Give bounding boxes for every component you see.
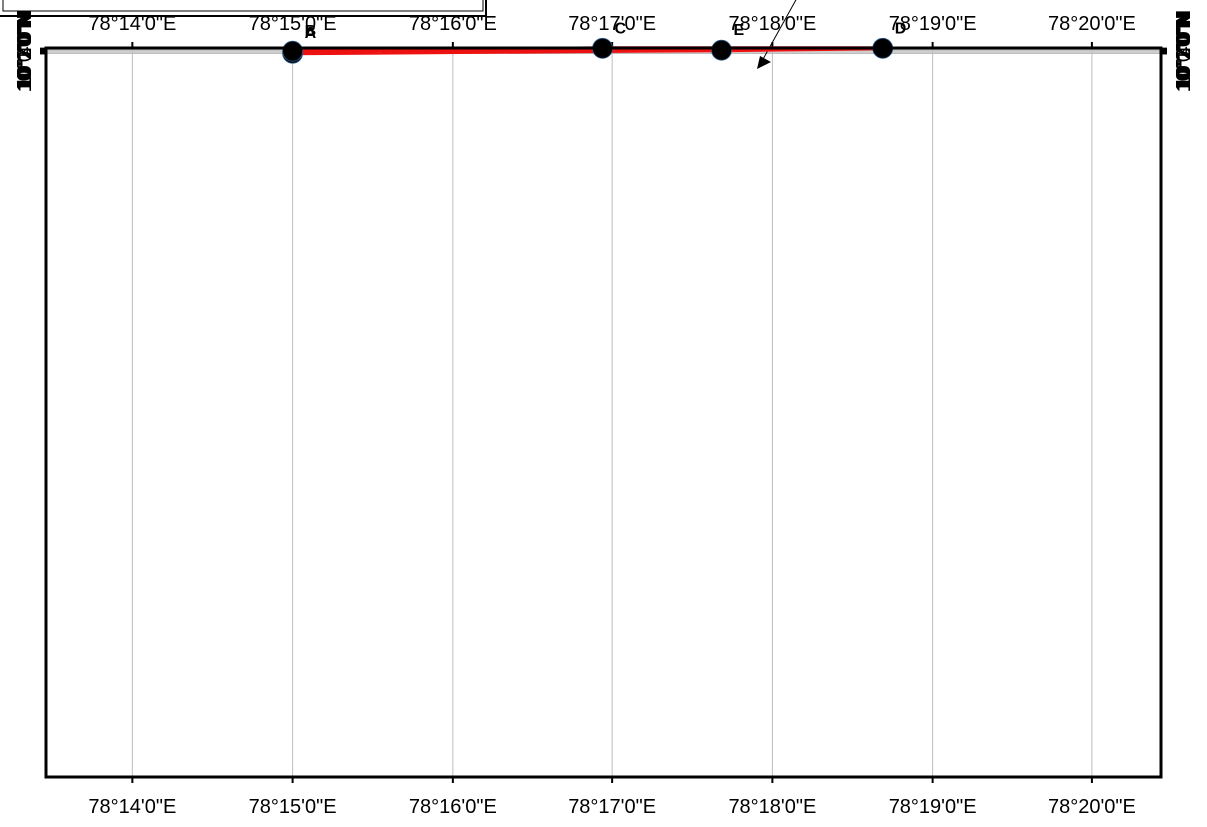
point-label-c: C [615, 20, 627, 37]
lon-label-bottom: 78°15'0"E [249, 796, 337, 818]
lon-label-top: 78°20'0"E [1048, 13, 1136, 35]
callout-arrowhead [757, 56, 771, 69]
lon-label-bottom: 78°16'0"E [409, 796, 497, 818]
point-label-a: A [305, 25, 317, 42]
point-label-b: B [305, 23, 317, 40]
map-frame-background [46, 48, 1161, 777]
lon-label-top: 78°14'0"E [88, 13, 176, 35]
lon-label-top: 78°19'0"E [889, 13, 977, 35]
legend-box [0, 0, 487, 17]
lon-label-bottom: 78°19'0"E [889, 796, 977, 818]
lat-label-left: 10°4'0"N [14, 10, 36, 88]
lat-label-left: 10°2'0"N [14, 12, 36, 90]
map-frame-border [44, 46, 1163, 779]
lat-label-left: 10°3'0"N [14, 11, 36, 89]
lat-label-right: 10°2'0"N [1173, 12, 1195, 90]
point-marker-e [711, 39, 732, 61]
lat-label-left: 10°0'0"N [14, 15, 36, 93]
lat-label-right: 10°3'0"N [1173, 11, 1195, 89]
lon-label-bottom: 78°14'0"E [88, 796, 176, 818]
legend-inner-box [2, 0, 484, 12]
lon-label-bottom: 78°17'0"E [568, 796, 656, 818]
lon-label-top: 78°15'0"E [249, 13, 337, 35]
lat-label-right: 10°4'0"N [1173, 10, 1195, 88]
lat-label-right: 10°1'0"N [1173, 13, 1195, 91]
point-label-e: E [734, 22, 745, 39]
lat-label-left: 10°1'0"N [14, 13, 36, 91]
lat-label-right: 10°0'0"N [1173, 15, 1195, 93]
lon-label-top: 78°16'0"E [409, 13, 497, 35]
axis-ticks: 78°14'0"E 78°14'0"E 78°15'0"E 78°15'0"E 78°1… [14, 10, 1195, 818]
points-layer: AB C D E [282, 20, 907, 64]
point-label-d: D [895, 20, 907, 37]
point-marker-b [282, 40, 304, 62]
lon-label-top: 78°17'0"E [568, 13, 656, 35]
lon-label-bottom: 78°20'0"E [1048, 796, 1136, 818]
lon-label-bottom: 78°18'0"E [728, 796, 816, 818]
lon-label-top: 78°18'0"E [728, 13, 816, 35]
